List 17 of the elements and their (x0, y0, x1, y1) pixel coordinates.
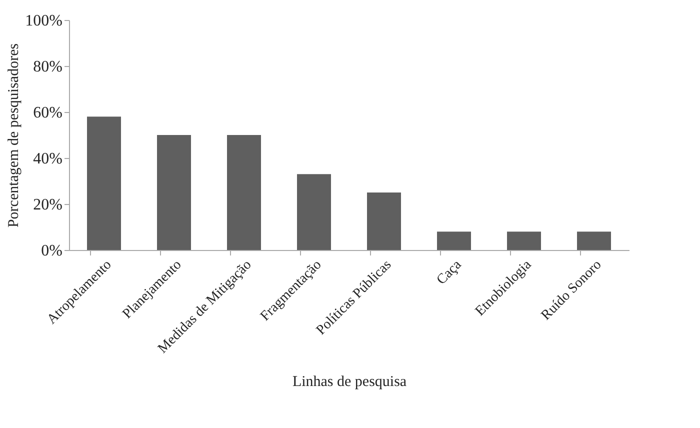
y-tick-label: 60% (33, 104, 62, 122)
bar (437, 232, 471, 250)
y-tick-label: 20% (33, 196, 62, 214)
bar (577, 232, 611, 250)
bar (367, 192, 401, 250)
bar (157, 135, 191, 250)
bar (507, 232, 541, 250)
x-axis-title: Linhas de pesquisa (292, 374, 407, 390)
bar (227, 135, 261, 250)
y-tick-label: 80% (33, 58, 62, 76)
y-tick-label: 40% (33, 150, 62, 168)
y-tick-label: 0% (41, 242, 62, 260)
y-axis-title: Porcentagem de pesquisadores (6, 43, 22, 228)
bar (87, 116, 121, 250)
x-tick-label: Caça (434, 256, 466, 288)
y-tick-label: 100% (25, 12, 62, 30)
bar (297, 174, 331, 250)
